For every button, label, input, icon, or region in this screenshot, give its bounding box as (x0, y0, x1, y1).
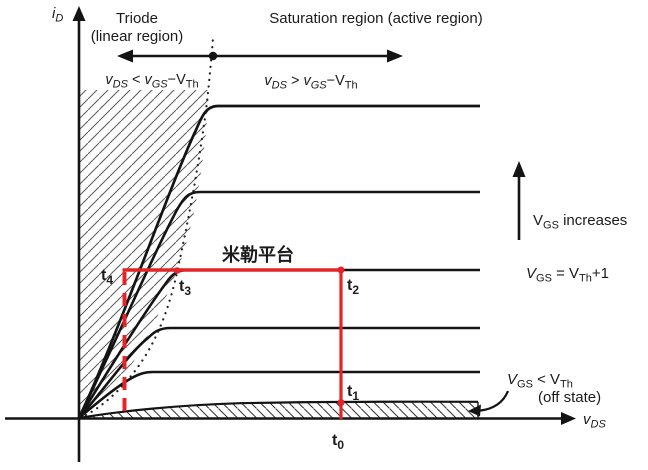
t3-marker-dot (173, 267, 181, 274)
curve-vgs-higher (77, 190, 480, 419)
t1-marker-dot (337, 399, 345, 406)
off-state-hook-arrowhead (468, 404, 481, 417)
triode-condition-formula: vDS < vGS−VTh (105, 72, 198, 91)
off-state-hook-arrow-curve (479, 390, 510, 412)
vgs-below-vth-label: VGS < VTh (507, 371, 573, 391)
vgs-increases-arrowhead (512, 161, 526, 177)
curve-vgs-low (78, 326, 480, 419)
triode-arrowhead-left (117, 49, 133, 63)
t1-label: t1 (347, 383, 359, 403)
vgs-equals-vth-plus-1-label: VGS = VTh+1 (526, 265, 609, 285)
miller-plateau-label: 米勒平台 (222, 244, 294, 265)
triode-region-subtitle: (linear region) (91, 28, 184, 45)
x-axis-label: vDS (583, 411, 606, 431)
t0-label: t0 (332, 432, 344, 452)
t3-label: t3 (179, 278, 191, 298)
triode-region-title: Triode (116, 10, 158, 27)
off-state-label: (off state) (538, 389, 601, 406)
curve-vgs-highest (77, 104, 480, 419)
curve-vgs-below-vth-off-state (78, 400, 479, 420)
saturation-region-title: Saturation region (active region) (269, 10, 482, 27)
off-state-hatched-band (79, 401, 478, 418)
x-axis-arrowhead (561, 412, 576, 425)
saturation-condition-formula: vDS > vGS−VTh (264, 73, 357, 92)
t4-label: t4 (101, 267, 113, 287)
y-axis-label: iD (52, 5, 63, 25)
t2-marker-dot (337, 266, 345, 274)
saturation-arrowhead-right (387, 49, 403, 63)
curve-vgs-lower (78, 370, 480, 419)
y-axis-arrowhead (72, 6, 86, 21)
t2-label: t2 (347, 277, 359, 297)
region-boundary-dot (208, 51, 218, 61)
vgs-increases-label: VGS increases (533, 212, 627, 232)
